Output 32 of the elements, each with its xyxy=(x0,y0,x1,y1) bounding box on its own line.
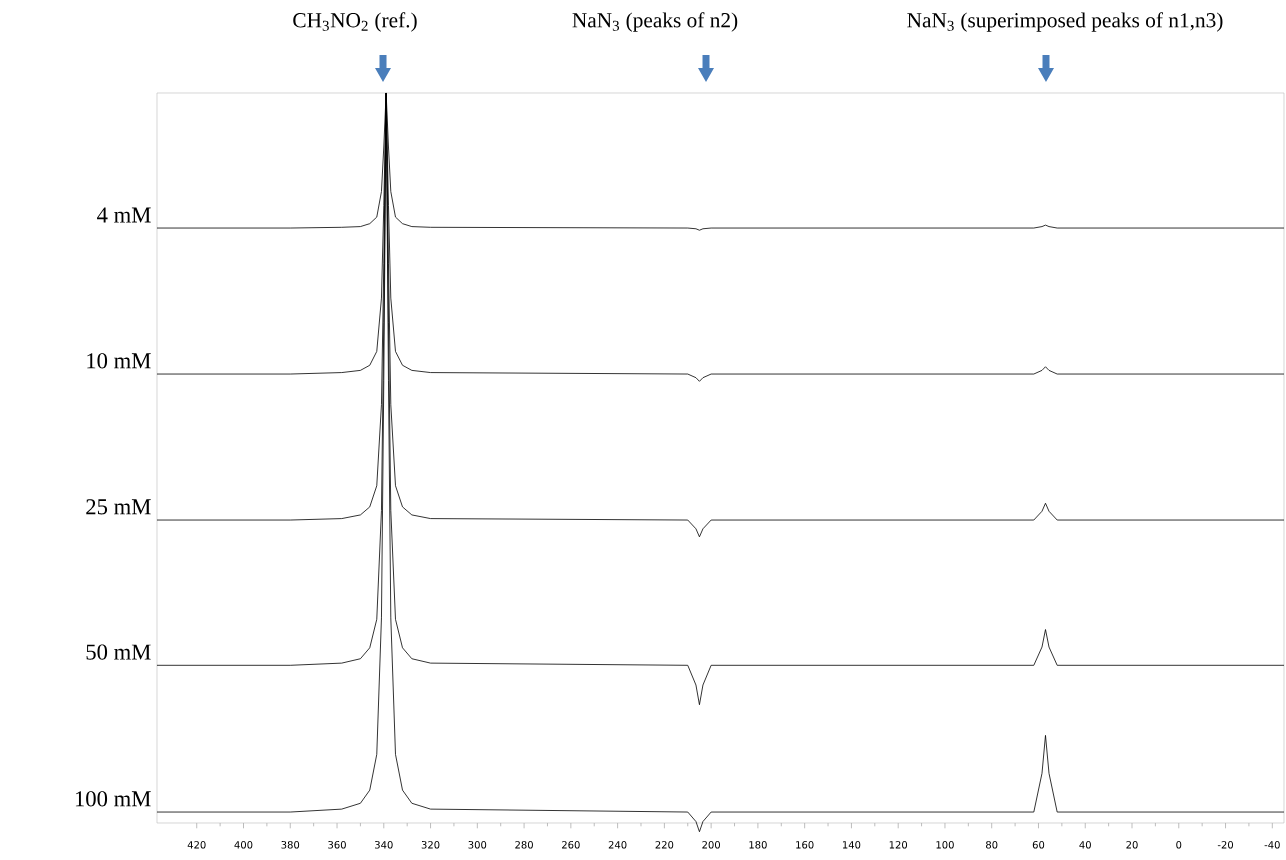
x-tick-label: -40 xyxy=(1264,841,1280,849)
x-tick-label: 40 xyxy=(1079,841,1091,849)
x-tick-label: 200 xyxy=(702,841,720,849)
x-tick-label: 60 xyxy=(1032,841,1045,849)
x-tick-label: 240 xyxy=(608,841,627,849)
x-tick-label: 380 xyxy=(281,841,300,849)
x-tick-label: 300 xyxy=(468,841,487,849)
x-tick-label: 80 xyxy=(986,841,998,849)
text: NaN$_{3}$ (superimposed peaks of n1,n3) xyxy=(907,12,1223,32)
text: NaN$_{3}$ (peaks of n2) xyxy=(572,12,738,32)
x-tick-label: -20 xyxy=(1217,841,1234,849)
x-tick-label: 260 xyxy=(562,841,580,849)
series-label: 50 mM xyxy=(86,644,151,660)
x-tick-label: 340 xyxy=(375,841,393,849)
x-tick-label: 180 xyxy=(749,841,767,849)
x-tick-label: 0 xyxy=(1176,841,1182,849)
x-tick-label: 160 xyxy=(796,841,814,849)
x-tick-label: 400 xyxy=(234,841,253,849)
series-label: 4 mM xyxy=(97,207,151,223)
x-tick-label: 420 xyxy=(187,841,206,849)
series-label: 100 mM xyxy=(75,791,151,807)
series-label: 10 mM xyxy=(87,353,151,369)
x-tick-label: 220 xyxy=(655,841,674,849)
x-tick-label: 360 xyxy=(328,841,346,849)
x-tick-label: 120 xyxy=(889,841,908,849)
x-tick-label: 320 xyxy=(421,841,440,849)
x-tick-label: 100 xyxy=(936,841,954,849)
text: CH$_{3}$NO$_{2}$ (ref.) xyxy=(293,12,417,32)
series-label: 25 mM xyxy=(86,499,151,515)
x-tick-label: 140 xyxy=(842,841,861,849)
x-tick-label: 280 xyxy=(515,841,533,849)
x-tick-label: 20 xyxy=(1126,841,1138,849)
